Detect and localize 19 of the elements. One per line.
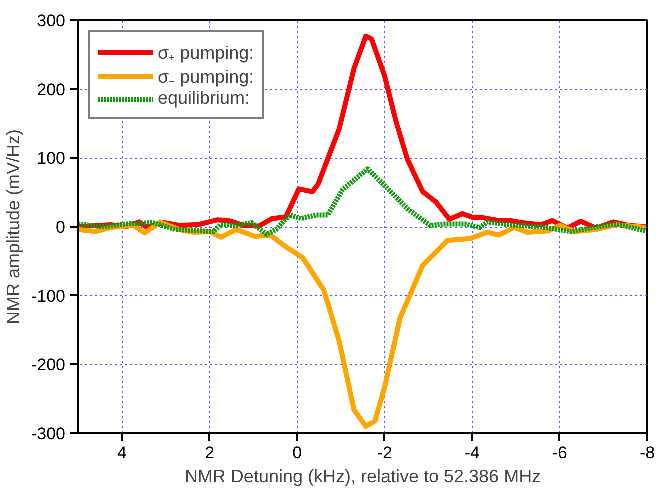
y-tick-label: 0 [56,218,66,237]
x-tick-label: 0 [292,444,302,462]
y-tick-label: 200 [37,80,66,100]
y-tick-label: -300 [31,424,66,444]
x-tick-label: -6 [552,444,568,462]
x-tick-label: -4 [464,444,480,462]
x-axis-title: NMR Detuning (kHz), relative to 52.386 MHz [184,466,542,486]
x-tick-label: -2 [377,444,392,462]
legend-label: σ₊ pumping: [158,42,254,64]
y-tick-label: 100 [37,149,66,168]
y-axis-title: NMR amplitude (mV/Hz) [3,129,24,325]
x-tick-label: -8 [640,444,656,462]
legend-label: σ₋ pumping: [158,66,254,88]
legend-label: equilibrium: [158,88,250,109]
y-tick-label: -200 [31,356,66,375]
y-tick-label: -100 [31,286,66,306]
y-tick-label: 300 [37,12,66,30]
x-tick-label: 4 [118,444,128,462]
x-tick-label: 2 [205,444,215,462]
